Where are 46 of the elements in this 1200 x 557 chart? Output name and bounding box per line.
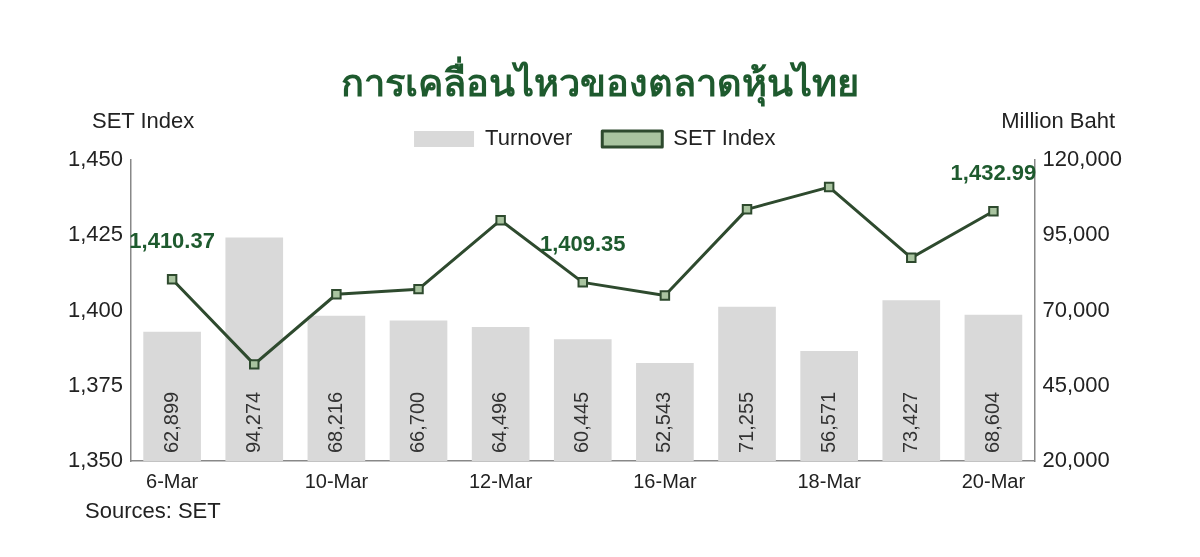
legend-label: Turnover [485, 125, 573, 151]
data-label: 68,604 [980, 391, 1003, 453]
data-label: 64,496 [488, 391, 511, 453]
data-label: 68,216 [323, 391, 346, 453]
point [741, 204, 753, 215]
x-tick-label: 20-Mar [961, 469, 1026, 492]
point [659, 290, 671, 301]
point [413, 283, 424, 295]
data-label: 1,432.99 [950, 160, 1037, 186]
y2-tick-label: 45,000 [1042, 371, 1110, 397]
point [577, 277, 589, 288]
data-label: 1,410.37 [129, 228, 215, 254]
legend-label: SET Index [673, 125, 776, 151]
y-tick-label: 1,425 [67, 221, 124, 247]
point [906, 252, 917, 264]
data-label: 60,445 [570, 391, 593, 453]
y2-axis-title: Million Baht [1001, 108, 1115, 134]
data-label: 1,409.35 [539, 231, 626, 257]
x-tick-label: 18-Mar [797, 469, 862, 492]
data-label: 62,899 [159, 391, 182, 453]
x-tick-label: 16-Mar [633, 469, 697, 492]
y2-tick-label: 120,000 [1042, 146, 1123, 172]
point [331, 289, 342, 300]
data-label: 66,700 [406, 391, 429, 453]
data-label: 73,427 [898, 391, 921, 453]
point [988, 205, 999, 217]
data-label: 56,571 [816, 391, 839, 453]
point [495, 214, 506, 226]
y2-tick-label: 95,000 [1042, 221, 1110, 247]
y-tick-label: 1,450 [67, 146, 124, 172]
data-label: 52,543 [652, 391, 675, 453]
y2-tick-label: 70,000 [1042, 296, 1110, 322]
point [249, 359, 260, 370]
x-tick-label: 10-Mar [304, 469, 369, 492]
source-note: Sources: SET [85, 498, 221, 524]
data-label: 71,255 [734, 391, 757, 453]
x-tick-label: 12-Mar [468, 469, 533, 492]
point [166, 274, 178, 285]
y-tick-label: 1,375 [67, 371, 124, 397]
x-tick-label: 6-Mar [146, 469, 199, 492]
y-tick-label: 1,400 [67, 296, 124, 322]
y-axis-title: SET Index [92, 108, 195, 134]
y-tick-label: 1,350 [67, 447, 124, 473]
y2-tick-label: 20,000 [1042, 447, 1110, 473]
point [823, 181, 835, 193]
data-label: 94,274 [241, 391, 264, 453]
